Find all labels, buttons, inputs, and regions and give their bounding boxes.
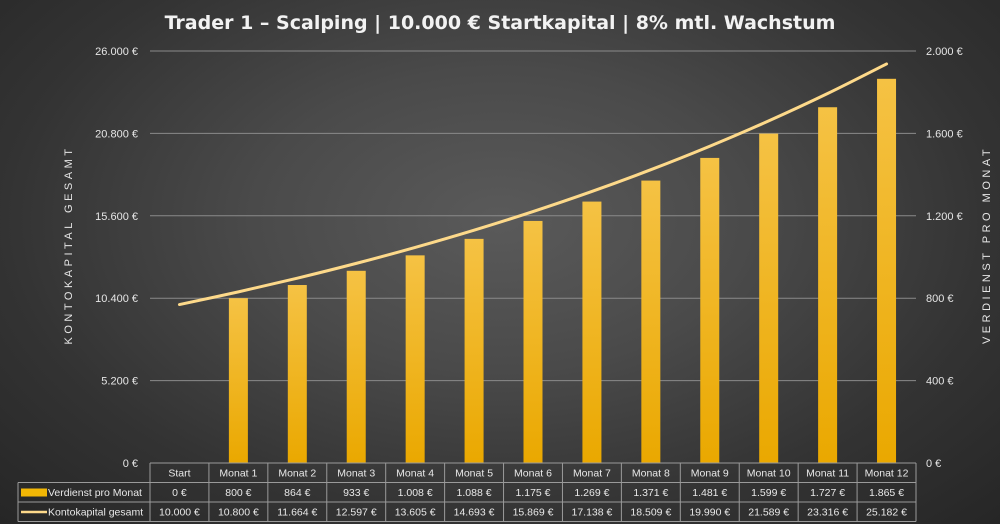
kontokapital-line: [177, 62, 889, 307]
line-series: [177, 62, 889, 307]
right-tick-label: 1.200 €: [926, 211, 963, 223]
left-tick-label: 0 €: [123, 458, 138, 470]
left-axis-title: KONTOKAPITAL GESAMT: [63, 146, 75, 345]
table-bar-value: 933 €: [343, 487, 369, 499]
table-line-value: 13.605 €: [395, 507, 436, 519]
bar: [759, 133, 779, 463]
left-tick-label: 10.400 €: [95, 293, 138, 305]
data-table: Start Monat 1 Monat 2 Monat 3 Monat 4 Monat 5…: [17, 462, 917, 522]
table-header-cell: Monat 4: [396, 468, 434, 480]
right-tick-label: 800 €: [926, 293, 954, 305]
table-header-cell: Monat 5: [455, 468, 493, 480]
table-line-value: 14.693 €: [454, 507, 495, 519]
left-tick-label: 15.600 €: [95, 211, 138, 223]
table-bar-value: 1.175 €: [515, 487, 550, 499]
table-header-cell: Monat 7: [573, 468, 611, 480]
table-bar-value: 0 €: [172, 487, 187, 499]
table-header-cell: Monat 6: [514, 468, 552, 480]
right-tick-label: 2.000 €: [926, 46, 963, 58]
bar: [877, 78, 897, 463]
table-line-value: 19.990 €: [689, 507, 730, 519]
table-header-cell: Start: [168, 468, 190, 480]
table-header-cell: Monat 1: [219, 468, 257, 480]
table-header-cell: Monat 8: [632, 468, 670, 480]
bar-legend-key: [21, 488, 47, 497]
right-axis-title: VERDIENST PRO MONAT: [981, 146, 993, 344]
bar: [464, 238, 484, 463]
left-axis-ticks: 0 € 5.200 € 10.400 € 15.600 € 20.800 € 26.000…: [95, 46, 138, 470]
bar: [405, 255, 425, 463]
table-bar-value: 800 €: [225, 487, 251, 499]
table-line-value: 18.509 €: [630, 507, 671, 519]
bar: [346, 270, 366, 463]
table-line-value: 11.664 €: [277, 507, 317, 519]
table-bar-value: 1.865 €: [869, 487, 904, 499]
left-tick-label: 5.200 €: [101, 376, 138, 388]
table-bar-value: 864 €: [284, 487, 310, 499]
bar-series: [228, 78, 897, 463]
table-bar-value: 1.727 €: [810, 487, 845, 499]
right-tick-label: 1.600 €: [926, 128, 963, 140]
table-bar-value: 1.269 €: [574, 487, 609, 499]
table-line-value: 25.182 €: [866, 507, 907, 519]
table-line-value: 23.316 €: [807, 507, 848, 519]
table-bar-value: 1.371 €: [633, 487, 668, 499]
table-bar-value: 1.599 €: [751, 487, 786, 499]
table-line-value: 15.869 €: [513, 507, 554, 519]
bar: [818, 107, 838, 463]
bar: [287, 285, 307, 463]
right-tick-label: 400 €: [926, 376, 954, 388]
table-header-cell: Monat 9: [691, 468, 729, 480]
bar-series-name: Verdienst pro Monat: [48, 487, 142, 499]
bar: [641, 180, 661, 463]
table-bar-value: 1.088 €: [457, 487, 492, 499]
bar: [228, 298, 248, 463]
left-tick-label: 20.800 €: [95, 128, 138, 140]
table-line-value: 10.000 €: [159, 507, 200, 519]
chart-title: Trader 1 – Scalping | 10.000 € Startkapi…: [165, 12, 836, 34]
bar: [700, 157, 720, 463]
gridlines: [150, 50, 916, 382]
table-line-value: 17.138 €: [571, 507, 612, 519]
table-header-cell: Monat 10: [747, 468, 791, 480]
left-tick-label: 26.000 €: [95, 46, 138, 58]
table-bar-value: 1.481 €: [692, 487, 727, 499]
table-line-value: 21.589 €: [748, 507, 789, 519]
right-axis-ticks: 0 € 400 € 800 € 1.200 € 1.600 € 2.000 €: [926, 46, 963, 470]
table-line-value: 12.597 €: [336, 507, 377, 519]
table-header-cell: Monat 12: [865, 468, 909, 480]
table-header-cell: Monat 2: [278, 468, 316, 480]
bar: [523, 220, 543, 463]
table-line-value: 10.800 €: [218, 507, 259, 519]
table-bar-value: 1.008 €: [398, 487, 433, 499]
bar: [582, 201, 602, 463]
line-series-name: Kontokapital gesamt: [48, 507, 143, 519]
right-tick-label: 0 €: [926, 458, 941, 470]
table-header-cell: Monat 3: [337, 468, 375, 480]
table-header-cell: Monat 11: [806, 468, 849, 480]
